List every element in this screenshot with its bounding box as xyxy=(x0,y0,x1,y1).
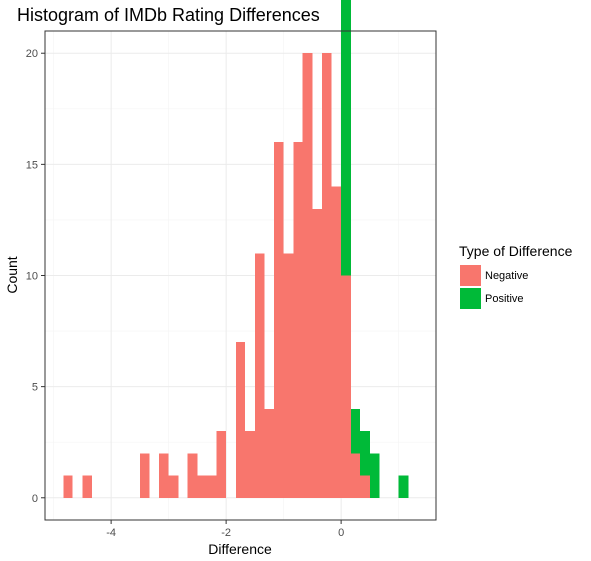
histogram-bar-negative xyxy=(63,475,73,498)
histogram-bar-positive xyxy=(360,431,370,476)
histogram-bar-negative xyxy=(322,53,332,498)
histogram-bar-negative xyxy=(158,453,169,498)
histogram-bar-positive xyxy=(350,408,361,454)
histogram-bar-negative xyxy=(341,275,351,498)
y-axis-title: Count xyxy=(4,256,20,293)
y-tick-label: 0 xyxy=(32,493,38,505)
histogram-bar-negative xyxy=(360,475,370,498)
histogram-bar-negative xyxy=(331,186,342,498)
histogram-bar-negative xyxy=(168,475,179,498)
plot-panel xyxy=(44,0,437,521)
y-tick-label: 5 xyxy=(32,382,38,394)
histogram-bar-negative xyxy=(293,142,303,498)
histogram-bar-negative xyxy=(254,253,265,498)
histogram-bar-negative xyxy=(283,253,294,498)
histogram-bar-negative xyxy=(350,453,361,498)
histogram-bar-negative xyxy=(264,408,274,498)
histogram-bar-positive xyxy=(369,453,380,498)
y-tick-label: 10 xyxy=(26,271,38,283)
histogram-bar-negative xyxy=(207,475,217,498)
histogram-bar-negative xyxy=(302,53,313,498)
legend-key-positive xyxy=(460,288,481,309)
legend-label-negative: Negative xyxy=(485,270,528,282)
chart-title: Histogram of IMDb Rating Differences xyxy=(17,5,320,25)
histogram-bar-negative xyxy=(235,342,246,498)
legend-label-positive: Positive xyxy=(485,293,524,305)
x-tick-label: -4 xyxy=(106,527,116,539)
histogram-bar-negative xyxy=(245,431,255,498)
histogram-bar-negative xyxy=(139,453,150,498)
histogram-bar-negative xyxy=(216,431,227,498)
x-tick-label: -2 xyxy=(221,527,231,539)
histogram-bar-positive xyxy=(341,0,351,276)
y-tick-label: 20 xyxy=(26,48,38,60)
histogram-bar-negative xyxy=(197,475,208,498)
y-tick-label: 15 xyxy=(26,159,38,171)
histogram-bar-negative xyxy=(312,208,323,498)
y-axis: 0 5 10 15 20 xyxy=(26,48,45,505)
histogram-bar-negative xyxy=(273,142,284,498)
legend-key-negative xyxy=(460,265,481,286)
x-axis: -4 -2 0 xyxy=(106,520,344,539)
x-axis-title: Difference xyxy=(208,541,272,557)
x-tick-label: 0 xyxy=(338,527,344,539)
histogram-bar-negative xyxy=(82,475,93,498)
histogram-bar-positive xyxy=(398,475,409,498)
histogram-bars xyxy=(63,0,409,498)
histogram-bar-negative xyxy=(187,453,198,498)
legend-title: Type of Difference xyxy=(459,243,573,259)
legend: Type of Difference Negative Positive xyxy=(459,243,573,309)
